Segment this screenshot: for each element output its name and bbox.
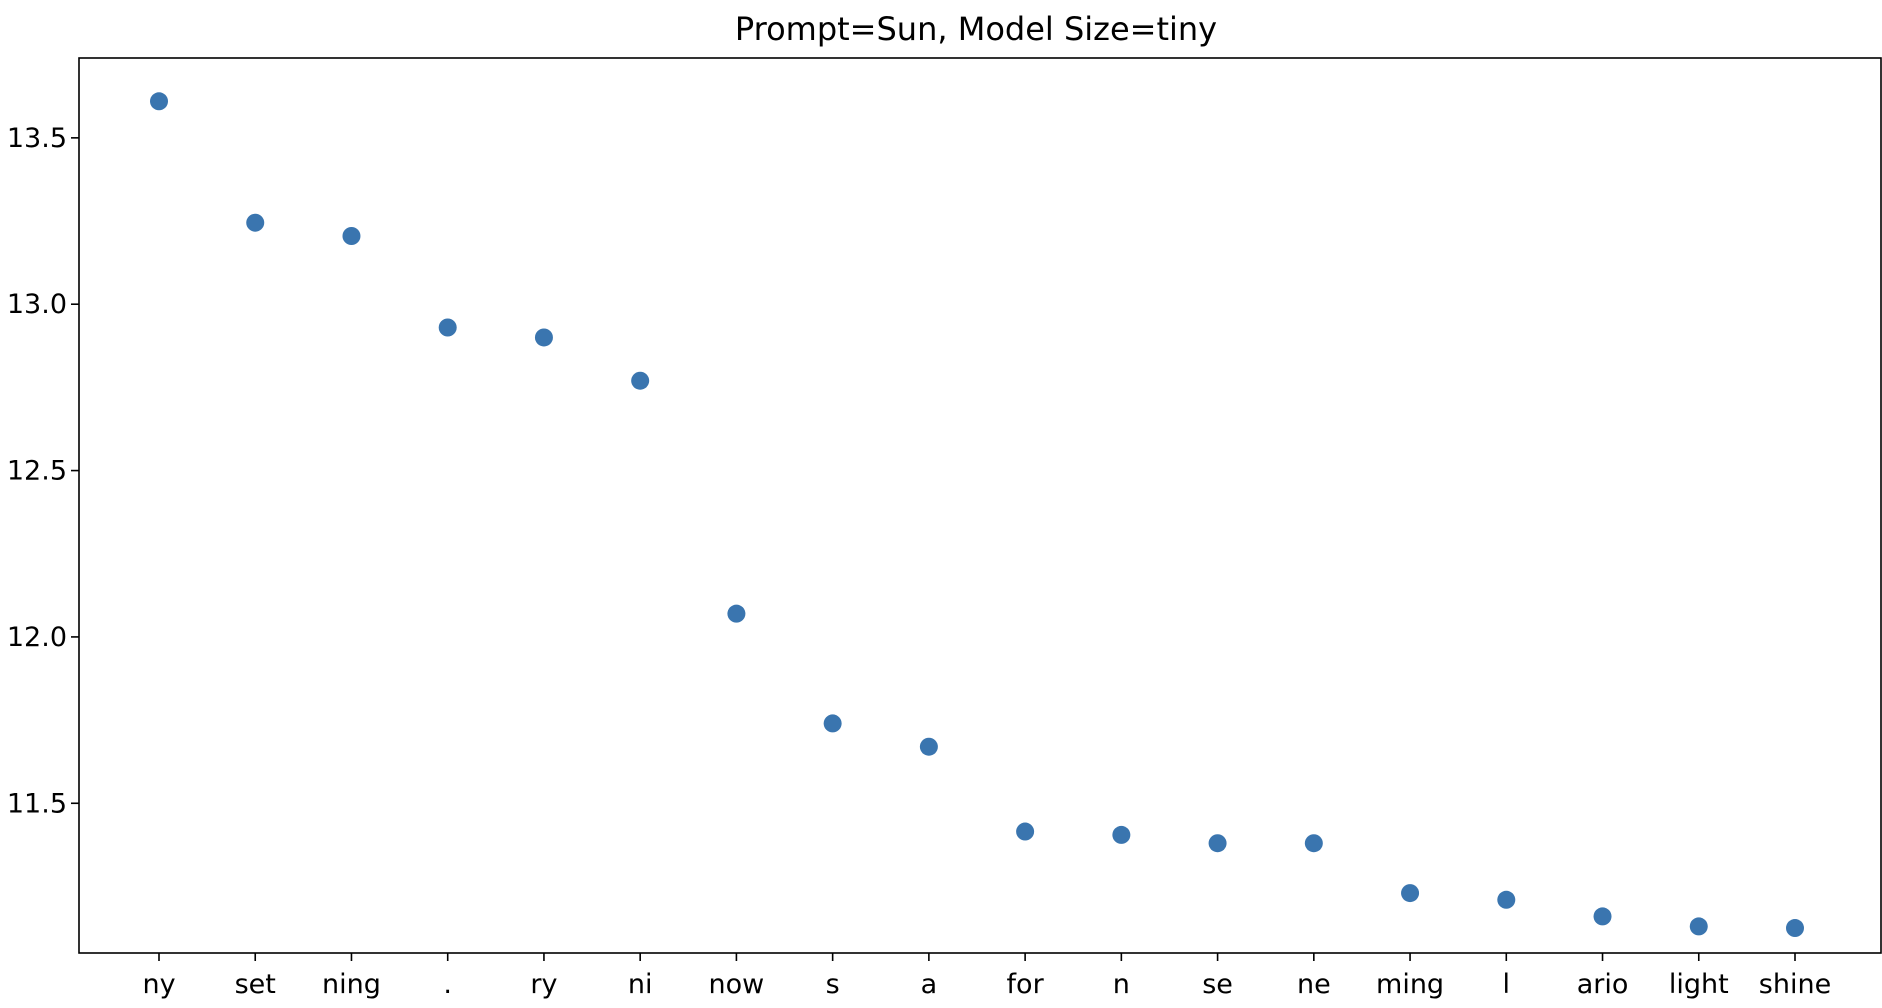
- data-point: [1593, 907, 1612, 926]
- x-tick-label: s: [826, 969, 840, 1000]
- y-tick-label: 13.0: [7, 289, 67, 320]
- x-tick-label: n: [1113, 969, 1130, 1000]
- data-point: [438, 318, 457, 337]
- x-tick-label: ne: [1297, 969, 1331, 1000]
- data-point: [246, 213, 265, 232]
- data-point: [1786, 919, 1804, 938]
- x-tick-label: ni: [628, 969, 653, 1000]
- x-tick-label: set: [235, 969, 276, 1000]
- y-tick-label: 12.0: [7, 622, 67, 653]
- x-axis: ny set ning. ry ni now s a for n se ne ming l ario ligh…: [142, 953, 1831, 1000]
- x-tick-label: l: [1503, 969, 1511, 1000]
- plot-frame: [78, 57, 1882, 954]
- data-point: [1304, 834, 1323, 853]
- chart-title: Prompt=Sun, Model Size=tiny: [735, 10, 1217, 48]
- x-tick-label: ning: [322, 969, 381, 1000]
- x-tick-label: shine: [1759, 969, 1831, 1000]
- x-tick-label: now: [709, 969, 765, 1000]
- x-tick-label: for: [1007, 969, 1045, 1000]
- data-point: [1208, 834, 1227, 853]
- x-tick-label: ry: [530, 969, 557, 1000]
- data-point: [1016, 822, 1035, 841]
- data-point: [150, 92, 168, 111]
- data-point: [1401, 884, 1420, 903]
- data-point: [534, 328, 553, 347]
- data-point: [919, 737, 938, 756]
- x-tick-label: a: [921, 969, 938, 1000]
- data-point: [823, 714, 842, 733]
- x-tick-label: light: [1669, 969, 1729, 1000]
- data-point: [631, 371, 650, 390]
- data-point: [342, 227, 361, 246]
- x-tick-label: ny: [142, 969, 175, 1000]
- data-point: [727, 604, 746, 623]
- y-tick-label: 11.5: [7, 788, 67, 819]
- y-tick-label: 12.5: [7, 456, 67, 487]
- y-tick-label: 13.5: [7, 123, 67, 154]
- x-tick-label: ming: [1376, 969, 1444, 1000]
- data-points: [150, 92, 1804, 938]
- y-axis: 11.5 12.0 12.5 13.0 13.5: [7, 123, 79, 819]
- data-point: [1689, 917, 1708, 936]
- x-tick-label: .: [443, 969, 452, 1000]
- data-point: [1112, 825, 1131, 844]
- data-point: [1497, 890, 1516, 909]
- x-tick-label: ario: [1577, 969, 1629, 1000]
- x-tick-label: se: [1202, 969, 1233, 1000]
